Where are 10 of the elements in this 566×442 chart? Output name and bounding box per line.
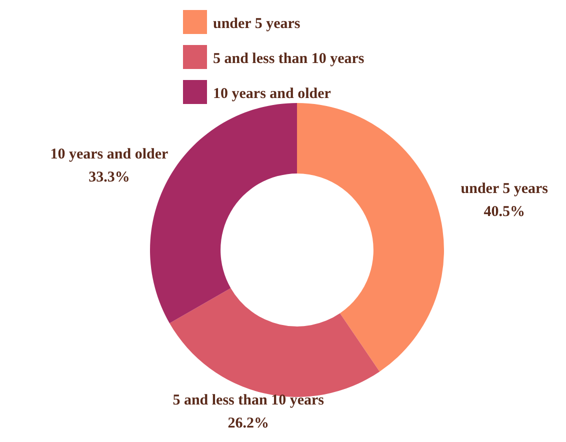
slice-label: under 5 years xyxy=(460,180,548,197)
data-label: 40.5% xyxy=(484,204,526,220)
slice-label: 5 and less than 10 years xyxy=(172,392,324,409)
data-label: 33.3% xyxy=(88,169,130,186)
legend-label: 10 years and older xyxy=(213,86,332,102)
donut-slice xyxy=(297,103,444,372)
slice-label: 10 years and older xyxy=(50,146,168,162)
data-label: 26.2% xyxy=(228,416,269,432)
legend-label: under 5 years xyxy=(213,16,300,32)
legend-label: 5 and less than 10 years xyxy=(213,51,364,67)
